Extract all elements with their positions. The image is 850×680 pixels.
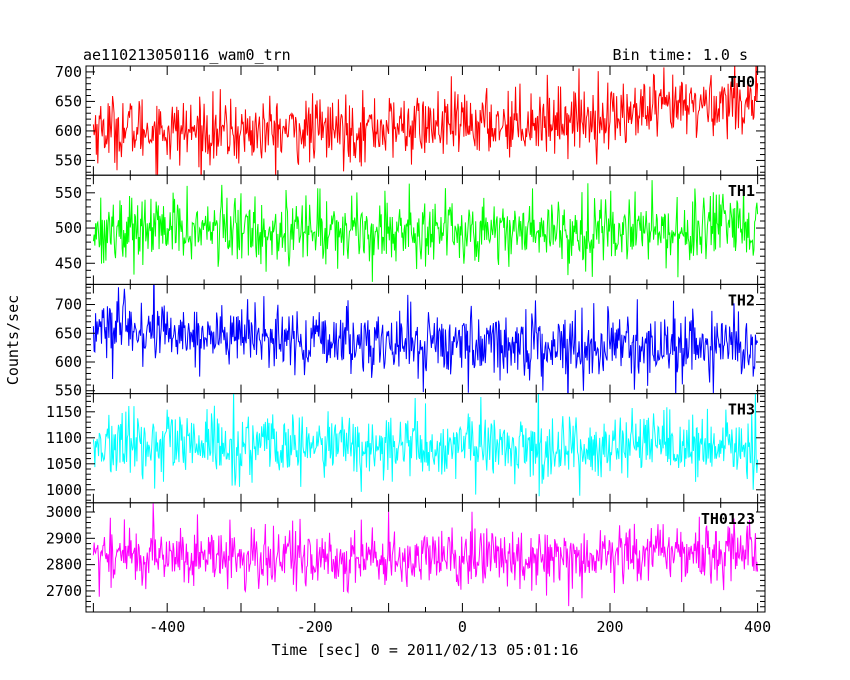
y-tick-label: 2900 xyxy=(46,529,82,547)
y-tick-label: 500 xyxy=(55,219,82,237)
y-tick-label: 3000 xyxy=(46,503,82,521)
panel-stack: 550 600 650 700 TH0 450 500 550 TH1 550 600 650 700 T… xyxy=(46,63,771,636)
y-tick-label: 600 xyxy=(55,353,82,371)
panel-name-label: TH0123 xyxy=(701,510,755,528)
panel-th0123: 2700 2800 2900 3000 TH0123 xyxy=(46,502,766,613)
panel-name-label: TH2 xyxy=(728,291,755,309)
y-tick-label: 550 xyxy=(55,151,82,169)
panel-name-label: TH1 xyxy=(728,182,755,200)
series-line-th1 xyxy=(92,180,759,282)
bin-time-label: Bin time: 1.0 s xyxy=(613,46,748,64)
y-tick-label: 650 xyxy=(55,92,82,110)
y-tick-label: 1100 xyxy=(46,429,82,447)
y-tick-label: 450 xyxy=(55,254,82,272)
panel-name-label: TH0 xyxy=(728,73,755,91)
x-tick-label: -400 xyxy=(149,618,185,636)
series-line-th3 xyxy=(92,393,759,497)
panel-th2: 550 600 650 700 TH2 xyxy=(55,283,766,400)
series-line-th0 xyxy=(92,66,759,176)
x-tick-label: 400 xyxy=(744,618,771,636)
panel-th3: 1000 1050 1100 1150 TH3 xyxy=(46,393,766,504)
y-axis-label: Counts/sec xyxy=(4,295,22,385)
x-tick-label: -200 xyxy=(297,618,333,636)
panel-name-label: TH3 xyxy=(728,401,755,419)
y-tick-label: 1050 xyxy=(46,455,82,473)
y-tick-label: 550 xyxy=(55,382,82,400)
object-title: ae110213050116_wam0_trn xyxy=(83,46,291,64)
y-tick-label: 2700 xyxy=(46,582,82,600)
y-tick-label: 1000 xyxy=(46,481,82,499)
y-tick-label: 700 xyxy=(55,296,82,314)
y-tick-label: 1150 xyxy=(46,403,82,421)
y-tick-label: 650 xyxy=(55,324,82,342)
x-tick-label: 200 xyxy=(596,618,623,636)
y-tick-label: 700 xyxy=(55,63,82,81)
series-line-th2 xyxy=(92,284,759,394)
x-tick-label: 0 xyxy=(458,618,467,636)
panel-th1: 450 500 550 TH1 xyxy=(55,174,766,285)
series-line-th0123 xyxy=(92,503,759,607)
x-axis-label: Time [sec] 0 = 2011/02/13 05:01:16 xyxy=(271,641,578,659)
y-tick-label: 550 xyxy=(55,184,82,202)
panel-th0: 550 600 650 700 TH0 xyxy=(55,63,766,176)
y-tick-label: 2800 xyxy=(46,556,82,574)
y-tick-label: 600 xyxy=(55,122,82,140)
